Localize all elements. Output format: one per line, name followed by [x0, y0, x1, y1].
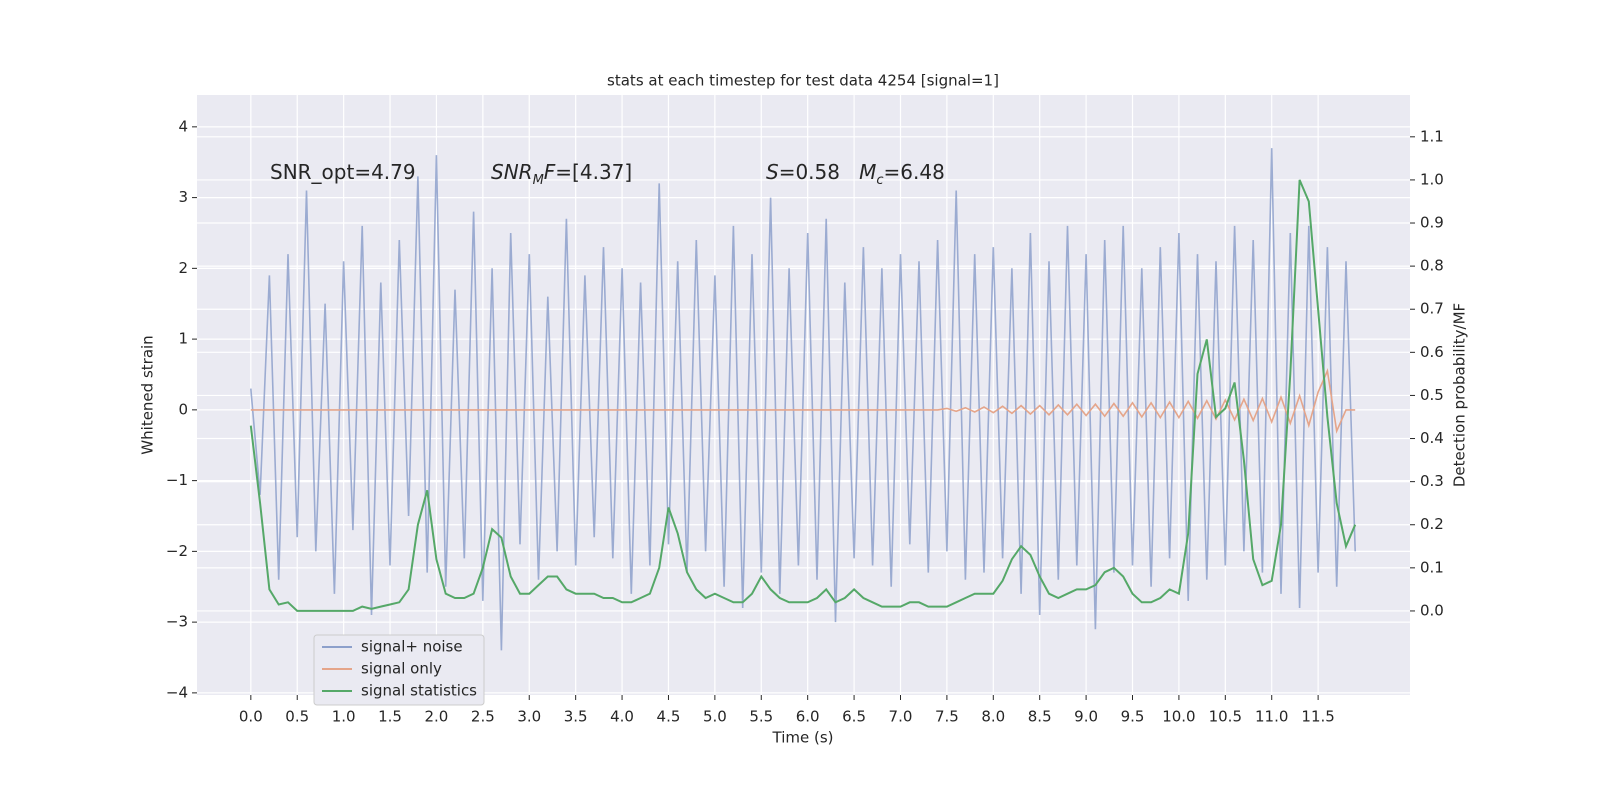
legend-label: signal statistics: [361, 682, 477, 700]
y2-axis-label: Detection probability/MF: [1451, 303, 1469, 487]
x-tick-label: 5.5: [749, 708, 773, 726]
x-axis-label: Time (s): [772, 729, 834, 747]
chart-title: stats at each timestep for test data 425…: [607, 72, 999, 90]
y-tick-label: 4: [178, 117, 188, 135]
y-tick-label: 3: [178, 188, 188, 206]
plot-layer: [197, 95, 1410, 695]
x-tick-label: 6.5: [842, 708, 866, 726]
x-tick-label: 10.0: [1162, 708, 1195, 726]
y-tick-label: −2: [166, 542, 188, 560]
annotation: SNR_opt=4.79: [270, 160, 416, 184]
x-tick-label: 8.0: [981, 708, 1005, 726]
y2-tick-label: 0.3: [1420, 472, 1444, 490]
y2-tick-label: 0.1: [1420, 558, 1444, 576]
annotation: S=0.58 Mc=6.48: [766, 160, 945, 189]
x-tick-label: 11.0: [1255, 708, 1288, 726]
annotation-part: c: [876, 173, 883, 188]
x-tick-label: 8.5: [1028, 708, 1052, 726]
x-tick-label: 10.5: [1209, 708, 1242, 726]
y2-tick-label: 0.5: [1420, 386, 1444, 404]
x-tick-label: 0.5: [285, 708, 309, 726]
y2-tick-label: 1.1: [1420, 127, 1444, 145]
x-tick-label: 1.5: [378, 708, 402, 726]
x-tick-label: 2.5: [471, 708, 495, 726]
annotation-part: M: [859, 160, 876, 184]
annotation-part: =0.58: [779, 160, 859, 184]
annotation-part: SNR_opt=4.79: [270, 160, 416, 184]
y-axis-label: Whitened strain: [139, 335, 157, 454]
annotation: SNRMF=[4.37]: [491, 160, 632, 189]
x-tick-label: 1.0: [332, 708, 356, 726]
y-tick-label: 1: [178, 330, 188, 348]
annotation-part: SNR: [491, 160, 533, 184]
x-tick-label: 2.0: [425, 708, 449, 726]
y2-tick-label: 0.2: [1420, 515, 1444, 533]
x-tick-label: 11.5: [1301, 708, 1334, 726]
x-tick-label: 3.5: [564, 708, 588, 726]
annotation-part: M: [533, 173, 544, 188]
legend-label: signal only: [361, 660, 442, 678]
y-tick-label: 2: [178, 259, 188, 277]
y-tick-label: −1: [166, 471, 188, 489]
annotation-part: =6.48: [884, 160, 945, 184]
x-tick-label: 0.0: [239, 708, 263, 726]
x-tick-label: 3.0: [517, 708, 541, 726]
x-tick-label: 6.0: [796, 708, 820, 726]
annotation-part: =[4.37]: [555, 160, 632, 184]
y2-tick-label: 1.0: [1420, 170, 1444, 188]
y-tick-label: −4: [166, 683, 188, 701]
y2-tick-label: 0.9: [1420, 214, 1444, 232]
annotation-part: S: [766, 160, 779, 184]
x-tick-label: 4.0: [610, 708, 634, 726]
x-tick-label: 7.0: [889, 708, 913, 726]
legend-box: [313, 634, 485, 706]
y2-tick-label: 0.6: [1420, 343, 1444, 361]
x-tick-label: 9.0: [1074, 708, 1098, 726]
x-tick-label: 9.5: [1121, 708, 1145, 726]
y2-tick-label: 0.7: [1420, 300, 1444, 318]
y2-tick-label: 0.8: [1420, 257, 1444, 275]
series-line: [249, 179, 1357, 612]
series-line: [250, 148, 1356, 651]
legend-label: signal+ noise: [361, 638, 463, 656]
y2-tick-label: 0.0: [1420, 601, 1444, 619]
y-tick-label: 0: [178, 400, 188, 418]
y2-tick-label: 0.4: [1420, 429, 1444, 447]
x-tick-label: 5.0: [703, 708, 727, 726]
y-tick-label: −3: [166, 613, 188, 631]
x-tick-label: 4.5: [657, 708, 681, 726]
series-line: [250, 368, 1356, 434]
x-tick-label: 7.5: [935, 708, 959, 726]
annotation-part: F: [544, 160, 556, 184]
